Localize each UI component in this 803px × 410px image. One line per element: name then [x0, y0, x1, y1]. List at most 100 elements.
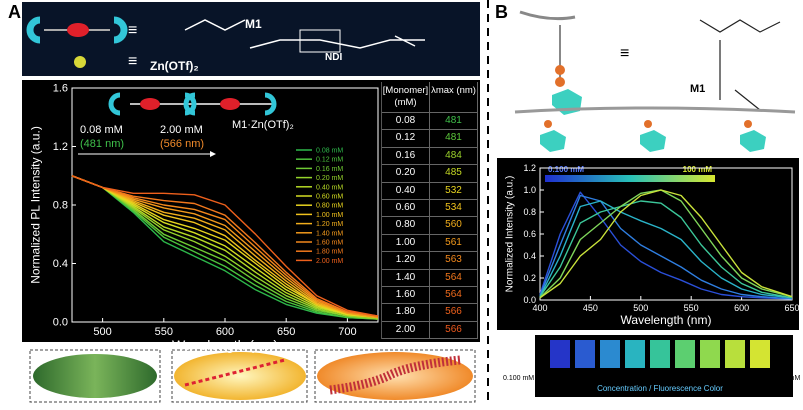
table-cell: 2.00 — [382, 321, 430, 339]
y-tick-label: 0.8 — [53, 200, 68, 212]
annotation: 2.00 mM — [160, 124, 203, 136]
y-tick-label: 0.0 — [523, 295, 536, 305]
x-tick-label: 650 — [277, 326, 295, 338]
header-box — [22, 2, 480, 76]
svg-text:≡: ≡ — [620, 45, 629, 62]
table-cell: 532 — [430, 182, 478, 199]
table-row: 0.16 484 — [382, 147, 478, 166]
table-cell: 0.12 — [382, 130, 430, 147]
y-axis-label: Normalized Intensity (a.u.) — [505, 176, 516, 293]
panel-label: A — [8, 2, 21, 22]
label-m1: M1 — [245, 17, 262, 31]
polymer-unit — [140, 98, 160, 110]
x-tick-label: 600 — [216, 326, 234, 338]
table-cell: 561 — [430, 234, 478, 252]
series-line — [71, 175, 379, 320]
x-axis-label: Wavelength (nm) — [621, 313, 712, 327]
series-line — [71, 175, 379, 317]
table-cell: 0.08 — [382, 113, 430, 130]
label-m1: M1 — [690, 83, 705, 95]
legend-label: 0.08 mM — [316, 148, 343, 155]
x-tick-label: 550 — [155, 326, 173, 338]
legend-label: 1.00 mM — [316, 212, 343, 219]
table-cell: 1.60 — [382, 286, 430, 304]
legend-label: 1.80 mM — [316, 249, 343, 256]
table-row: 1.20 563 — [382, 252, 478, 270]
series-line — [71, 175, 379, 320]
series-line — [71, 175, 379, 317]
table-cell: 0.20 — [382, 165, 430, 182]
x-tick-label: 500 — [633, 303, 648, 313]
y-tick-label: 0.4 — [523, 251, 536, 261]
series-line — [71, 175, 379, 319]
label-zn: Zn(OTf)₂ — [150, 59, 199, 73]
header-art: ≡≡ — [26, 16, 425, 70]
annotation-arrowhead — [210, 151, 216, 157]
table-cell: 1.20 — [382, 252, 430, 269]
series-line — [71, 175, 379, 319]
table-row: 0.20 485 — [382, 165, 478, 183]
legend-label: 1.40 mM — [316, 230, 343, 237]
polymer-clip — [264, 92, 277, 116]
table-row: 1.40 564 — [382, 269, 478, 287]
table-cell: 560 — [430, 217, 478, 234]
legend-label: 0.16 mM — [316, 166, 343, 173]
x-axis-label: Wavelength (nm) — [172, 337, 278, 353]
table-row: 0.60 534 — [382, 199, 478, 218]
y-tick-label: 1.6 — [53, 83, 68, 95]
series-line — [539, 191, 793, 300]
series-line — [71, 175, 379, 319]
table-row: 0.12 481 — [382, 130, 478, 148]
series-line — [539, 194, 793, 300]
vial-low: 0.100 mM — [503, 375, 534, 382]
series-line — [71, 175, 379, 317]
table-cell: 564 — [430, 286, 478, 304]
table-cell: 566 — [430, 321, 478, 339]
x-tick-label: 650 — [784, 303, 799, 313]
table-row: 0.80 560 — [382, 217, 478, 235]
legend-label: 0.40 mM — [316, 184, 343, 191]
x-tick-label: 600 — [734, 303, 749, 313]
y-tick-label: 1.2 — [523, 163, 536, 173]
vials — [550, 340, 772, 380]
table-cell: 0.80 — [382, 217, 430, 234]
morphology-images — [29, 349, 476, 403]
y-tick-label: 0.0 — [53, 317, 68, 329]
series-line — [71, 175, 379, 320]
legend-label: 1.20 mM — [316, 221, 343, 228]
table-cell: 1.80 — [382, 304, 430, 321]
series-line — [71, 175, 379, 320]
table-row: 2.00 566 — [382, 321, 478, 340]
series-line — [539, 200, 793, 299]
table-cell: 564 — [430, 269, 478, 286]
y-tick-label: 0.2 — [523, 273, 536, 283]
table-cell: 484 — [430, 147, 478, 165]
series-line — [71, 175, 379, 319]
chart-box — [497, 158, 799, 330]
x-tick-label: 500 — [93, 326, 111, 338]
annotation: (481 nm) — [80, 138, 124, 150]
polymer-clip — [108, 92, 121, 116]
table-cell: 1.00 — [382, 234, 430, 252]
table-row: 1.60 564 — [382, 286, 478, 305]
table-cell: 0.60 — [382, 199, 430, 217]
series-line — [539, 189, 793, 299]
y-axis-label: Normalized PL Intensity (a.u.) — [28, 126, 42, 284]
y-tick-label: 1.0 — [523, 185, 536, 195]
table-cell: 485 — [430, 165, 478, 182]
table-row: 1.00 561 — [382, 234, 478, 253]
x-tick-label: 700 — [338, 326, 356, 338]
vial-caption: Concentration / Fluorescence Color — [597, 384, 723, 393]
colorbar-high: 100 mM — [683, 165, 713, 174]
table-cell: 1.40 — [382, 269, 430, 286]
legend-label: 0.60 mM — [316, 194, 343, 201]
x-tick-label: 450 — [583, 303, 598, 313]
legend-label: 1.60 mM — [316, 240, 343, 247]
table-cell: [Monomer] (mM) — [382, 82, 430, 112]
structure-art: ≡ — [514, 10, 796, 152]
svg-text:≡: ≡ — [128, 22, 137, 39]
annotation: 0.08 mM — [80, 124, 123, 136]
polymer-clip — [183, 92, 196, 116]
series-line — [539, 200, 793, 299]
